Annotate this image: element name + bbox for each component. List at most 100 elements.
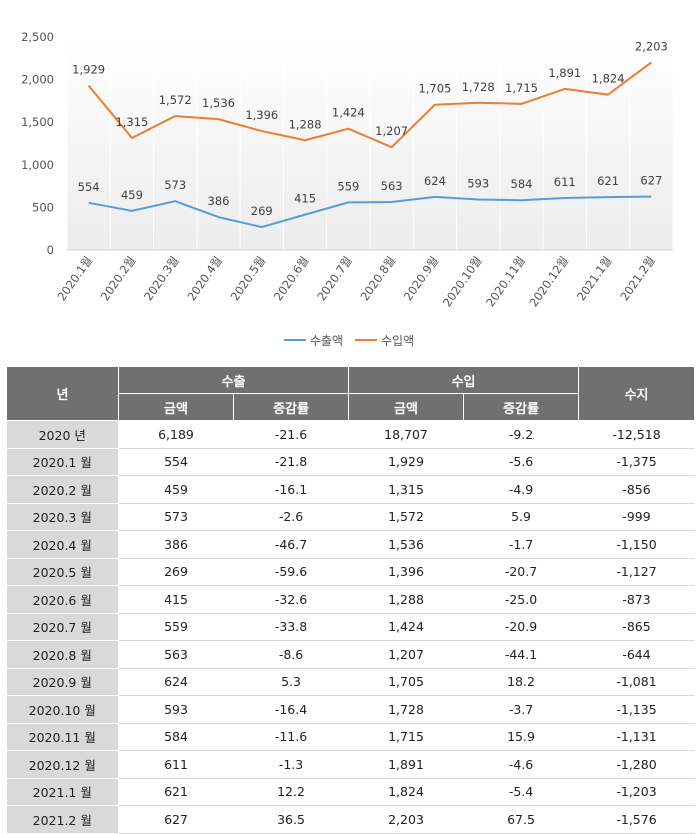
- period-cell: 2020.11 월: [6, 723, 119, 751]
- table-row: 2020.8 월 563 -8.6 1,207 -44.1 -644: [6, 640, 696, 669]
- export-amount-cell: 573: [118, 503, 234, 531]
- export-amount-cell: 584: [118, 723, 234, 751]
- period-cell: 2020.9 월: [6, 668, 119, 696]
- header-export: 수출: [117, 366, 350, 394]
- table-row: 2020.5 월 269 -59.6 1,396 -20.7 -1,127: [6, 558, 696, 586]
- export-rate-cell: 12.2: [233, 778, 350, 806]
- table-body: 2020 년 6,189 -21.6 18,707 -9.2 -12,518 2020.1 …: [6, 420, 696, 834]
- table-row: 2020.3 월 573 -2.6 1,572 5.9 -999: [6, 503, 696, 531]
- data-label: 386: [208, 194, 230, 208]
- balance-cell: -865: [578, 613, 696, 641]
- period-cell: 2020.6 월: [6, 585, 119, 614]
- balance-cell: -1,280: [578, 750, 696, 779]
- export-amount-cell: 624: [118, 668, 234, 696]
- x-tick-label: 2020.6월: [271, 254, 312, 304]
- import-amount-cell: 1,536: [348, 530, 465, 559]
- legend-item: 수출액: [283, 332, 343, 349]
- x-tick-label: 2020.2월: [98, 254, 139, 304]
- export-rate-cell: -1.3: [233, 750, 350, 779]
- import-amount-cell: 1,207: [348, 640, 465, 669]
- balance-cell: -1,135: [578, 695, 696, 724]
- balance-cell: -1,576: [578, 805, 696, 834]
- series-line: [88, 195, 652, 229]
- data-label: 573: [164, 178, 186, 192]
- data-label: 1,424: [332, 106, 365, 120]
- header-year: 년: [6, 366, 119, 421]
- import-rate-cell: 5.9: [463, 503, 580, 531]
- data-label: 1,728: [462, 80, 495, 94]
- balance-cell: -873: [578, 585, 696, 614]
- import-rate-cell: -4.9: [463, 475, 580, 504]
- table-row: 2020.6 월 415 -32.6 1,288 -25.0 -873: [6, 585, 696, 614]
- import-amount-cell: 1,824: [348, 778, 465, 806]
- import-amount-cell: 18,707: [348, 420, 465, 449]
- export-amount-cell: 627: [118, 805, 234, 834]
- x-tick-label: 2020.10월: [440, 254, 485, 310]
- table-row: 2020.1 월 554 -21.8 1,929 -5.6 -1,375: [6, 448, 696, 476]
- export-amount-cell: 554: [118, 448, 234, 476]
- export-rate-cell: -59.6: [233, 558, 350, 586]
- y-tick-label: 2,500: [21, 30, 54, 44]
- y-tick-label: 500: [32, 200, 54, 214]
- export-rate-cell: -2.6: [233, 503, 350, 531]
- x-tick-label: 2021.1월: [574, 254, 615, 304]
- export-amount-cell: 559: [118, 613, 234, 641]
- data-label: 269: [251, 204, 273, 218]
- import-amount-cell: 2,203: [348, 805, 465, 834]
- data-label: 1,705: [418, 82, 451, 96]
- data-label: 459: [121, 188, 143, 202]
- chart-legend: 수출액 수입액: [0, 330, 698, 349]
- import-amount-cell: 1,396: [348, 558, 465, 586]
- export-amount-cell: 415: [118, 585, 234, 614]
- data-label: 1,929: [72, 63, 105, 77]
- import-rate-cell: -20.7: [463, 558, 580, 586]
- export-rate-cell: -33.8: [233, 613, 350, 641]
- export-amount-cell: 6,189: [118, 420, 234, 449]
- import-rate-cell: -5.4: [463, 778, 580, 806]
- import-rate-cell: -4.6: [463, 750, 580, 779]
- period-cell: 2021.1 월: [6, 778, 119, 806]
- data-label: 2,203: [635, 39, 668, 53]
- legend-label: 수입액: [381, 333, 415, 348]
- legend-swatch: [283, 339, 306, 341]
- export-amount-cell: 386: [118, 530, 234, 559]
- period-cell: 2020.1 월: [6, 448, 119, 476]
- header-import: 수입: [348, 366, 580, 394]
- import-rate-cell: -44.1: [463, 640, 580, 669]
- header-import-amount: 금액: [348, 393, 465, 421]
- balance-cell: -1,081: [578, 668, 696, 696]
- data-label: 1,315: [115, 115, 148, 129]
- balance-cell: -999: [578, 503, 696, 531]
- import-rate-cell: 15.9: [463, 723, 580, 751]
- period-cell: 2020.10 월: [6, 695, 119, 724]
- y-tick-label: 2,000: [21, 73, 54, 87]
- period-cell: 2020 년: [6, 420, 119, 449]
- x-tick-label: 2021.2월: [617, 254, 658, 304]
- export-rate-cell: -21.6: [233, 420, 350, 449]
- data-label: 1,891: [548, 66, 581, 80]
- data-label: 1,396: [245, 108, 278, 122]
- table-row: 2020.9 월 624 5.3 1,705 18.2 -1,081: [6, 668, 696, 696]
- table-row: 2020.12 월 611 -1.3 1,891 -4.6 -1,280: [6, 750, 696, 779]
- balance-cell: -1,150: [578, 530, 696, 559]
- data-label: 554: [78, 180, 100, 194]
- x-tick-label: 2020.11월: [483, 254, 528, 310]
- period-cell: 2020.7 월: [6, 613, 119, 641]
- balance-cell: -856: [578, 475, 696, 504]
- import-amount-cell: 1,891: [348, 750, 465, 779]
- import-amount-cell: 1,705: [348, 668, 465, 696]
- header-import-rate: 증감률: [463, 393, 580, 421]
- balance-cell: -1,131: [578, 723, 696, 751]
- data-label: 559: [337, 179, 359, 193]
- table-row: 2020.7 월 559 -33.8 1,424 -20.9 -865: [6, 613, 696, 641]
- import-amount-cell: 1,572: [348, 503, 465, 531]
- import-amount-cell: 1,288: [348, 585, 465, 614]
- balance-cell: -1,203: [578, 778, 696, 806]
- data-label: 415: [294, 192, 316, 206]
- series-line: [87, 61, 652, 149]
- balance-cell: -1,375: [578, 448, 696, 476]
- import-rate-cell: -25.0: [463, 585, 580, 614]
- import-rate-cell: 67.5: [463, 805, 580, 834]
- import-rate-cell: -5.6: [463, 448, 580, 476]
- table-row: 2020.4 월 386 -46.7 1,536 -1.7 -1,150: [6, 530, 696, 559]
